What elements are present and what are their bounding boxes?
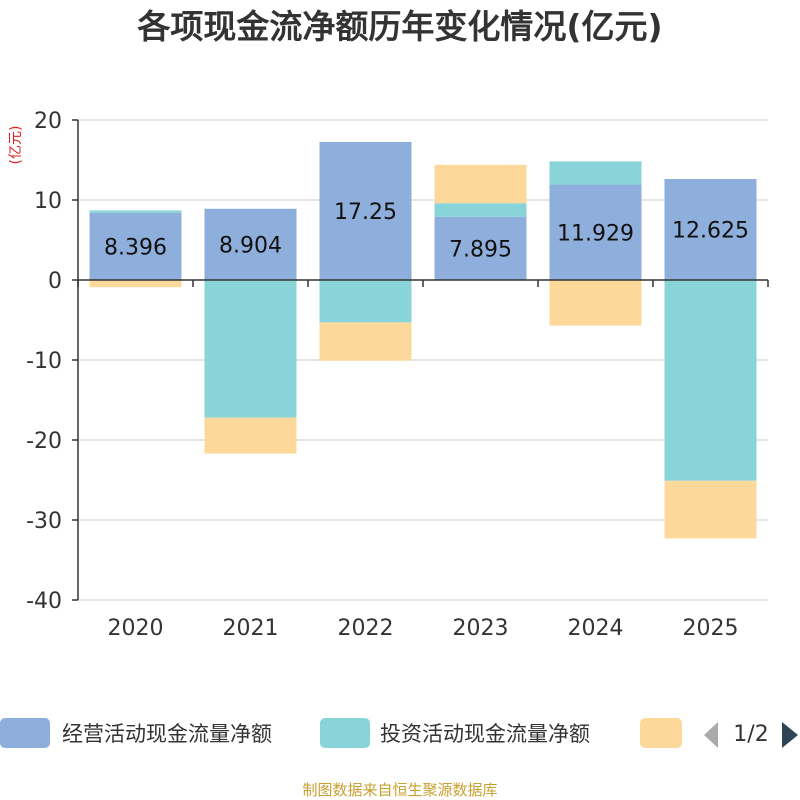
legend-next-page-icon[interactable] bbox=[782, 722, 798, 748]
y-tick-label: 20 bbox=[34, 109, 62, 134]
data-label: 7.895 bbox=[449, 237, 512, 262]
bar-2022-series-0[interactable] bbox=[319, 142, 412, 280]
y-tick-label: -20 bbox=[26, 429, 62, 454]
data-label: 11.929 bbox=[557, 221, 634, 246]
bar-2020-series-2[interactable] bbox=[89, 280, 182, 288]
chart-title: 各项现金流净额历年变化情况(亿元) bbox=[136, 7, 662, 46]
y-tick-label: 10 bbox=[34, 189, 62, 214]
bar-2020-series-0[interactable] bbox=[89, 212, 182, 280]
bar-2024-series-2[interactable] bbox=[549, 280, 642, 326]
y-tick-label: -30 bbox=[26, 509, 62, 534]
legend-swatch-operating[interactable] bbox=[0, 718, 50, 748]
x-tick-label: 2023 bbox=[453, 616, 509, 641]
bars bbox=[89, 142, 757, 539]
bar-2023-series-0[interactable] bbox=[434, 216, 527, 280]
data-source: 制图数据来自恒生聚源数据库 bbox=[302, 781, 497, 799]
bar-2025-series-0[interactable] bbox=[664, 179, 757, 280]
legend-prev-page-icon[interactable] bbox=[704, 722, 718, 748]
bar-2025-series-2[interactable] bbox=[664, 480, 757, 539]
y-tick-label: -10 bbox=[26, 349, 62, 374]
data-label: 8.396 bbox=[104, 235, 167, 260]
data-label: 12.625 bbox=[672, 219, 749, 244]
legend-swatch-investing[interactable] bbox=[320, 718, 370, 748]
x-tick-label: 2025 bbox=[683, 616, 739, 641]
x-tick-label: 2021 bbox=[223, 616, 279, 641]
x-tick-label: 2022 bbox=[338, 616, 394, 641]
bar-2021-series-1[interactable] bbox=[204, 280, 297, 418]
x-tick-label: 2020 bbox=[108, 616, 164, 641]
y-unit-label: (亿元) bbox=[8, 126, 24, 165]
legend: 经营活动现金流量净额 投资活动现金流量净额 1/2 bbox=[0, 718, 798, 748]
data-label: 8.904 bbox=[219, 233, 282, 258]
legend-page-indicator: 1/2 bbox=[733, 722, 768, 747]
bar-2022-series-1[interactable] bbox=[319, 280, 412, 323]
y-tick-label: 0 bbox=[48, 269, 62, 294]
x-tick-label: 2024 bbox=[568, 616, 624, 641]
bar-2022-series-2[interactable] bbox=[319, 322, 412, 361]
bar-2020-series-1[interactable] bbox=[89, 210, 182, 213]
legend-swatch-financing[interactable] bbox=[640, 718, 682, 748]
bar-2021-series-0[interactable] bbox=[204, 208, 297, 280]
x-tick-labels: 2020 2021 2022 2023 2024 2025 bbox=[108, 616, 739, 641]
y-tick-label: -40 bbox=[26, 589, 62, 614]
legend-label-operating[interactable]: 经营活动现金流量净额 bbox=[62, 722, 272, 746]
y-tick-labels: 20 10 0 -10 -20 -30 -40 bbox=[26, 109, 62, 614]
axes bbox=[72, 119, 769, 601]
bar-2024-series-0[interactable] bbox=[549, 184, 642, 280]
bar-2025-series-1[interactable] bbox=[664, 280, 757, 481]
bar-2024-series-1[interactable] bbox=[549, 161, 642, 185]
legend-label-investing[interactable]: 投资活动现金流量净额 bbox=[380, 722, 590, 746]
bar-2021-series-2[interactable] bbox=[204, 417, 297, 454]
bar-2023-series-1[interactable] bbox=[434, 203, 527, 217]
bar-2023-series-2[interactable] bbox=[434, 164, 527, 204]
data-label: 17.25 bbox=[334, 200, 397, 225]
data-labels: 8.396 8.904 17.25 7.895 11.929 12.625 bbox=[104, 200, 749, 262]
